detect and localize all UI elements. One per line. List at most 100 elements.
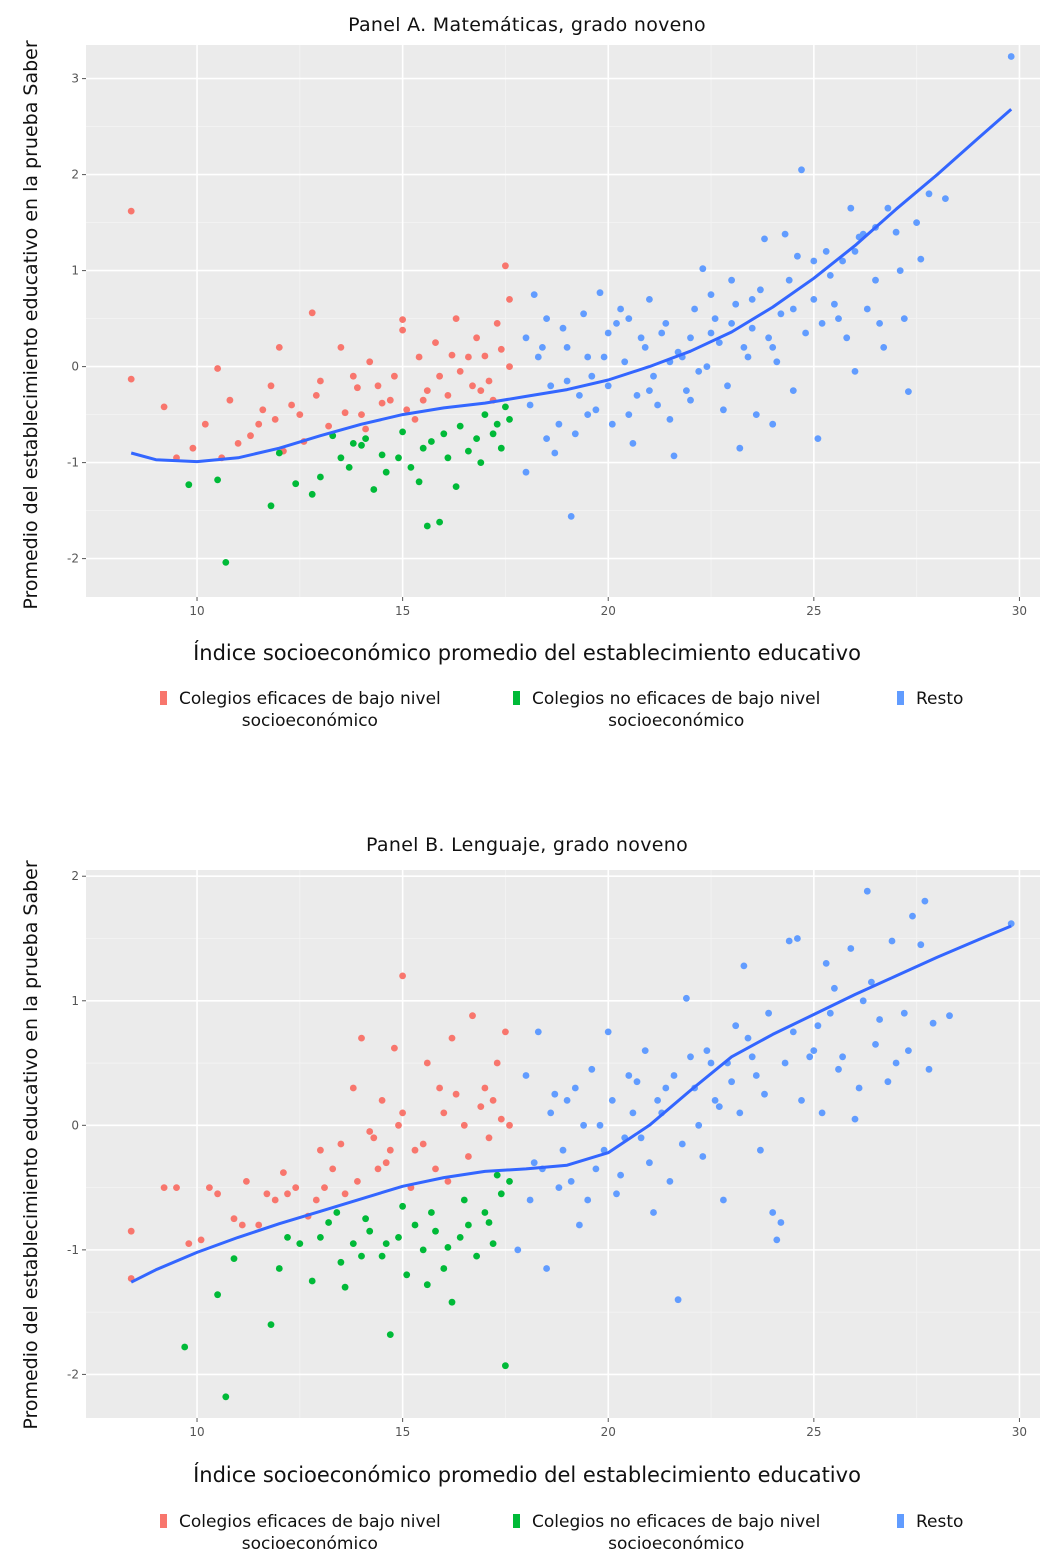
data-point: [502, 1362, 509, 1370]
legend-item-resto: Resto: [897, 688, 963, 710]
data-point: [744, 1034, 752, 1042]
data-point: [567, 1178, 575, 1185]
data-point: [497, 1190, 505, 1198]
data-point: [308, 1277, 316, 1285]
data-point: [485, 1219, 493, 1226]
data-point: [765, 334, 772, 342]
data-point: [481, 352, 489, 360]
data-point: [571, 1084, 579, 1092]
trend-line: [130, 108, 1013, 464]
data-point: [748, 1053, 756, 1061]
data-point: [600, 353, 608, 361]
data-point: [835, 315, 842, 322]
data-point: [921, 897, 929, 905]
legend-label: Colegios no eficaces de bajo nivel socio…: [532, 1512, 821, 1554]
data-point: [362, 425, 369, 433]
data-point: [341, 409, 349, 417]
data-point: [497, 444, 505, 452]
data-point: [522, 1072, 530, 1079]
data-point: [263, 1190, 271, 1198]
data-point: [292, 1184, 300, 1191]
data-point: [419, 1140, 427, 1148]
legend: Colegios eficaces de bajo nivel socioeco…: [0, 688, 1054, 738]
data-point: [530, 291, 538, 298]
data-point: [905, 1047, 912, 1054]
data-point: [839, 1053, 846, 1061]
data-point: [720, 1196, 727, 1204]
y-tick-label: -2: [67, 552, 79, 566]
legend-item-eficaces: Colegios eficaces de bajo nivel socioeco…: [160, 688, 441, 732]
data-point: [773, 358, 781, 366]
x-axis-label: Índice socioeconómico promedio del estab…: [193, 1463, 861, 1487]
data-point: [267, 382, 275, 390]
data-point: [238, 1221, 246, 1229]
data-point: [625, 315, 633, 322]
data-point: [584, 1196, 592, 1204]
data-point: [900, 1009, 908, 1017]
scatter-plot: 10 15 20 25 30 -2 -1 0 1 2 3: [67, 45, 1040, 618]
data-point: [785, 276, 793, 284]
data-point: [444, 454, 452, 462]
x-tick-label: 15: [395, 604, 410, 618]
data-point: [374, 1165, 382, 1173]
data-point: [736, 444, 744, 452]
data-point: [341, 1283, 349, 1291]
data-point: [576, 392, 583, 399]
data-point: [584, 353, 592, 361]
data-point: [629, 1109, 637, 1117]
data-point: [892, 228, 900, 236]
data-point: [317, 1234, 324, 1241]
series-colegios-no-eficaces-de-bajo-nivel-socioecon-mico: [181, 1171, 513, 1401]
data-point: [259, 406, 267, 414]
x-tick-label: 10: [189, 1425, 204, 1439]
data-point: [720, 406, 727, 414]
data-point: [448, 1298, 456, 1306]
data-point: [382, 1159, 390, 1167]
data-point: [222, 1393, 230, 1401]
data-point: [275, 1265, 283, 1272]
data-point: [794, 935, 801, 942]
data-point: [773, 1236, 781, 1244]
data-point: [506, 363, 513, 370]
data-point: [822, 248, 830, 255]
data-point: [724, 382, 731, 390]
data-point: [440, 1109, 448, 1117]
data-point: [497, 1115, 505, 1123]
data-point: [695, 368, 703, 375]
data-point: [683, 994, 690, 1002]
data-point: [382, 468, 390, 476]
data-point: [214, 1190, 222, 1198]
data-point: [872, 1041, 879, 1048]
data-point: [810, 257, 818, 265]
data-point: [399, 1109, 406, 1117]
data-point: [703, 1047, 711, 1054]
data-point: [584, 411, 592, 418]
x-tick-label: 20: [601, 604, 616, 618]
data-point: [555, 1184, 563, 1191]
data-point: [230, 1215, 238, 1223]
data-point: [358, 441, 365, 449]
data-point: [395, 454, 402, 462]
data-point: [358, 1034, 365, 1042]
data-point: [181, 1343, 189, 1351]
data-point: [465, 1221, 472, 1229]
data-point: [802, 329, 809, 337]
data-point: [189, 444, 197, 452]
data-point: [699, 1153, 707, 1160]
data-point: [419, 396, 427, 404]
data-point: [711, 315, 719, 322]
data-point: [781, 1059, 789, 1067]
data-point: [448, 351, 456, 359]
data-point: [506, 416, 513, 423]
data-point: [728, 320, 735, 327]
data-point: [423, 1281, 431, 1289]
data-point: [395, 1121, 402, 1129]
data-point: [917, 941, 925, 949]
data-point: [547, 1109, 555, 1117]
data-point: [308, 490, 316, 498]
data-point: [440, 430, 448, 438]
data-point: [284, 1234, 291, 1241]
scatter-plot: 10 15 20 25 30 -2 -1 0 1 2: [67, 869, 1040, 1439]
panel-a: Panel A. Matemáticas, grado noveno 10 15 2…: [0, 0, 1054, 760]
data-point: [255, 1221, 263, 1229]
